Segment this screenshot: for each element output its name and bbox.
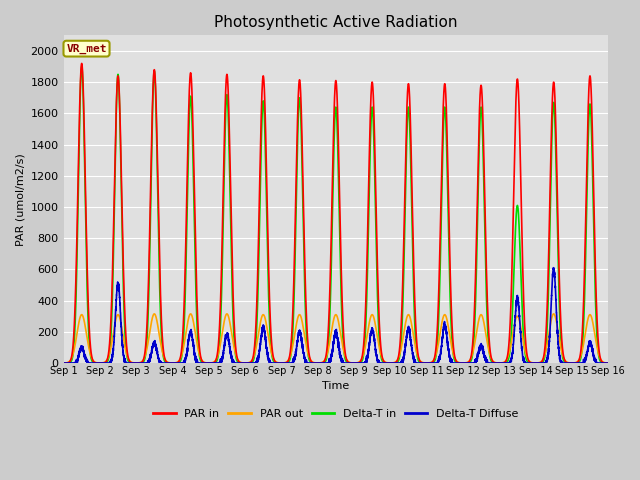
Delta-T in <box>411 325 419 331</box>
PAR out <box>602 360 610 366</box>
PAR in <box>78 60 86 66</box>
PAR in <box>604 360 612 366</box>
X-axis label: Time: Time <box>322 382 349 391</box>
PAR in <box>488 358 496 364</box>
Delta-T in <box>60 360 67 366</box>
PAR out <box>411 341 419 347</box>
Delta-T Diffuse <box>170 360 178 366</box>
Line: Delta-T in: Delta-T in <box>63 67 608 363</box>
Delta-T in <box>264 247 271 253</box>
PAR out <box>488 357 496 363</box>
Delta-T Diffuse <box>550 265 557 271</box>
Y-axis label: PAR (umol/m2/s): PAR (umol/m2/s) <box>15 153 25 246</box>
Line: Delta-T Diffuse: Delta-T Diffuse <box>63 268 608 363</box>
Delta-T in <box>604 360 612 366</box>
Delta-T in <box>170 360 178 366</box>
Delta-T in <box>176 359 184 364</box>
PAR out <box>176 356 184 362</box>
PAR out <box>170 360 178 366</box>
Legend: PAR in, PAR out, Delta-T in, Delta-T Diffuse: PAR in, PAR out, Delta-T in, Delta-T Dif… <box>149 404 523 423</box>
PAR in <box>176 356 184 361</box>
Delta-T Diffuse <box>60 360 67 366</box>
Delta-T in <box>78 64 86 70</box>
PAR out <box>264 327 271 333</box>
Delta-T Diffuse <box>176 360 184 366</box>
PAR in <box>170 360 178 366</box>
Delta-T Diffuse <box>488 360 496 366</box>
Text: VR_met: VR_met <box>67 44 107 54</box>
PAR in <box>411 304 419 310</box>
Line: PAR out: PAR out <box>63 314 608 363</box>
Delta-T Diffuse <box>604 360 612 366</box>
Delta-T in <box>488 360 496 365</box>
Title: Photosynthetic Active Radiation: Photosynthetic Active Radiation <box>214 15 458 30</box>
Delta-T Diffuse <box>72 360 79 366</box>
Delta-T in <box>602 360 610 366</box>
PAR in <box>602 360 610 366</box>
PAR out <box>550 311 557 317</box>
PAR in <box>60 360 67 366</box>
Delta-T Diffuse <box>264 352 271 358</box>
PAR in <box>264 215 271 221</box>
Delta-T Diffuse <box>602 360 610 366</box>
Line: PAR in: PAR in <box>63 63 608 363</box>
PAR out <box>604 360 612 366</box>
Delta-T Diffuse <box>411 358 419 363</box>
PAR out <box>60 360 67 366</box>
